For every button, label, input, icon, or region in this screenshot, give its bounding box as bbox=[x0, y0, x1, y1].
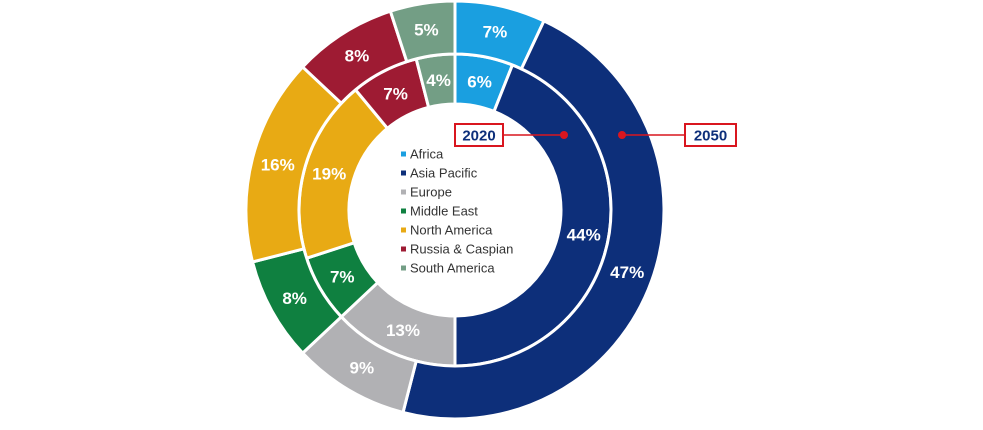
slice-outer-south-america bbox=[388, 0, 457, 64]
legend-label-asia-pacific: Asia Pacific bbox=[410, 166, 478, 181]
legend-label-south-america: South America bbox=[410, 261, 495, 276]
slice-label-inner-asia-pacific: 44% bbox=[567, 226, 601, 245]
callout-box-2050 bbox=[684, 123, 737, 147]
legend-swatch-russia-and-caspian bbox=[401, 246, 406, 252]
callout-label-2020: 2020 bbox=[462, 128, 495, 145]
slice-label-outer-middle-east: 8% bbox=[282, 289, 307, 308]
slice-label-inner-middle-east: 7% bbox=[330, 268, 355, 287]
legend-swatch-middle-east bbox=[401, 208, 406, 214]
callout-label-2050: 2050 bbox=[694, 128, 727, 145]
slice-label-outer-russia-and-caspian: 8% bbox=[345, 46, 370, 65]
slice-label-inner-south-america: 4% bbox=[426, 71, 451, 90]
legend-swatch-north-america bbox=[401, 227, 406, 233]
legend-swatch-asia-pacific bbox=[401, 170, 406, 176]
slice-labels-group: 6% 44% 13% 7% 19% 7% 4% 7% 47% 9% 8% 16% 8% 5% bbox=[261, 20, 644, 377]
slice-label-outer-europe: 9% bbox=[350, 359, 375, 378]
slice-label-inner-north-america: 19% bbox=[312, 164, 346, 183]
slice-label-inner-russia-and-caspian: 7% bbox=[383, 84, 408, 103]
slice-label-outer-africa: 7% bbox=[483, 22, 508, 41]
slice-label-outer-south-america: 5% bbox=[414, 20, 439, 39]
legend-label-middle-east: Middle East bbox=[410, 204, 478, 219]
legend: Africa Asia Pacific Europe Middle East North… bbox=[401, 147, 513, 276]
callout-box-2020 bbox=[454, 123, 504, 147]
callout-dot-2020 bbox=[560, 131, 568, 139]
legend-label-north-america: North America bbox=[410, 223, 493, 238]
callouts-group: 2020 2050 bbox=[454, 123, 737, 147]
legend-swatch-africa bbox=[401, 151, 406, 157]
legend-label-africa: Africa bbox=[410, 147, 444, 162]
legend-swatch-south-america bbox=[401, 265, 406, 271]
legend-label-europe: Europe bbox=[410, 185, 452, 200]
callout-dot-2050 bbox=[618, 131, 626, 139]
slice-label-outer-asia-pacific: 47% bbox=[610, 263, 644, 282]
slice-label-outer-north-america: 16% bbox=[261, 155, 295, 174]
legend-swatch-europe bbox=[401, 189, 406, 195]
rings-group bbox=[244, 0, 666, 421]
slice-outer-asia-pacific bbox=[401, 18, 666, 421]
legend-label-russia-and-caspian: Russia & Caspian bbox=[410, 242, 513, 257]
slice-label-inner-europe: 13% bbox=[386, 321, 420, 340]
slice-label-inner-africa: 6% bbox=[467, 72, 492, 91]
